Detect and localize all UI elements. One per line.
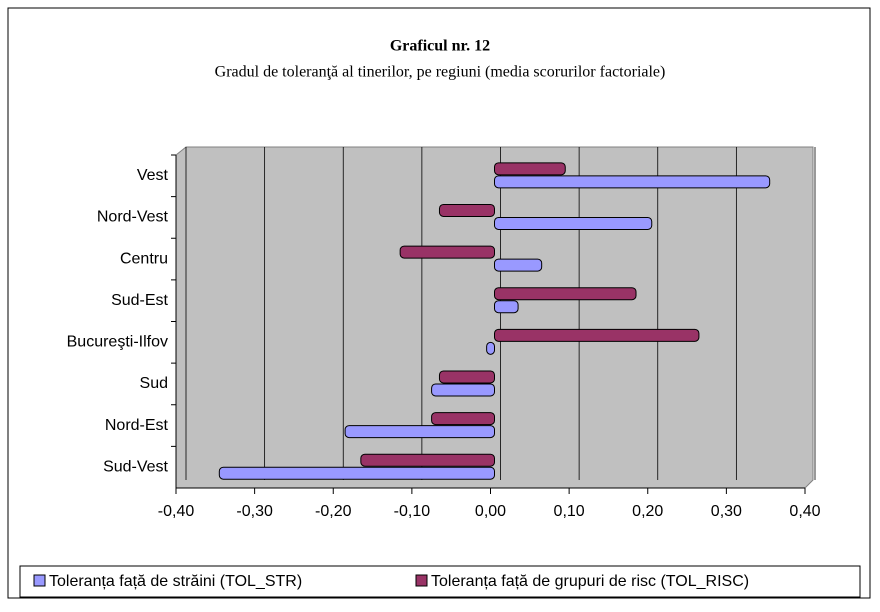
x-tick-label: 0,40: [789, 503, 820, 520]
x-tick-label: 0,00: [475, 503, 506, 520]
bar: [360, 453, 495, 467]
plot-wall: [175, 146, 814, 489]
bar: [494, 258, 543, 272]
legend-swatch: [415, 574, 428, 587]
y-tick-label: Centru: [120, 250, 168, 267]
bar: [438, 203, 495, 217]
legend-label: Toleranța față de grupuri de risc (TOL_R…: [431, 573, 749, 590]
legend-label: Toleranța față de străini (TOL_STR): [49, 573, 302, 590]
bar: [218, 466, 495, 480]
x-tick-label: -0,20: [315, 503, 352, 520]
chart-title: Graficul nr. 12: [390, 38, 490, 55]
y-tick-label: Vest: [137, 167, 169, 184]
x-tick-label: 0,20: [632, 503, 663, 520]
x-tick-label: -0,10: [394, 503, 431, 520]
bar: [494, 300, 519, 314]
bar: [399, 245, 495, 259]
legend-swatch: [33, 574, 46, 587]
y-tick-label: Nord-Est: [105, 417, 169, 434]
bar: [486, 341, 496, 355]
x-tick-label: 0,10: [554, 503, 585, 520]
bar: [494, 216, 653, 230]
bar: [494, 287, 637, 301]
y-tick-label: Bucureşti-Ilfov: [67, 334, 168, 351]
bar: [494, 328, 700, 342]
x-tick-label: 0,30: [711, 503, 742, 520]
bar: [438, 370, 495, 384]
legend-box: [19, 565, 861, 598]
bar: [344, 425, 495, 439]
bar: [494, 162, 566, 176]
x-tick-label: -0,30: [236, 503, 273, 520]
y-tick-label: Sud-Est: [111, 292, 168, 309]
y-tick-label: Sud-Vest: [103, 458, 168, 475]
bar: [431, 383, 496, 397]
y-tick-label: Nord-Vest: [97, 209, 169, 226]
bar: [494, 175, 771, 189]
chart-subtitle: Gradul de toleranţă al tinerilor, pe reg…: [215, 64, 666, 81]
x-tick-label: -0,40: [158, 503, 195, 520]
y-tick-label: Sud: [140, 375, 168, 392]
bar: [431, 412, 496, 426]
